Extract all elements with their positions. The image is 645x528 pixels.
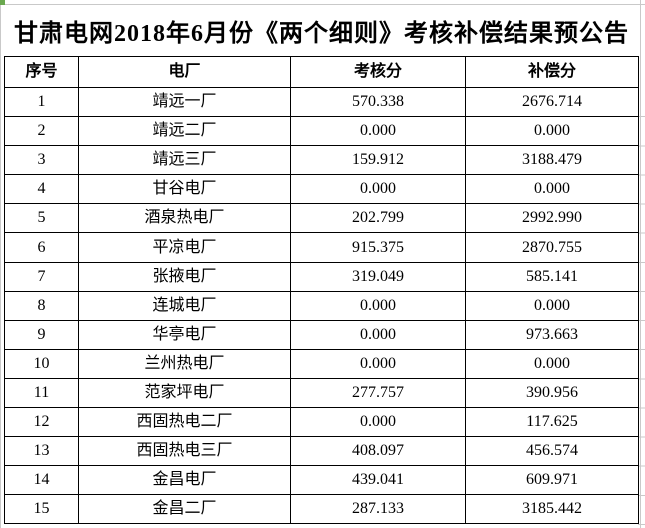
table-body: 1 靖远一厂 570.338 2676.714 2 靖远二厂 0.000 0.000 3 靖远三厂… bbox=[4, 86, 639, 525]
cell-compensation: 117.625 bbox=[465, 407, 639, 438]
cell-compensation: 973.663 bbox=[465, 319, 639, 350]
cell-seq: 15 bbox=[4, 494, 79, 525]
cell-plant: 金昌电厂 bbox=[78, 465, 291, 496]
cell-assessment: 0.000 bbox=[290, 407, 466, 438]
cell-compensation: 3185.442 bbox=[465, 494, 639, 525]
cell-compensation: 585.141 bbox=[465, 261, 639, 292]
cell-assessment: 319.049 bbox=[290, 261, 466, 292]
table-row: 13 西固热电三厂 408.097 456.574 bbox=[4, 436, 639, 467]
gridline-top bbox=[0, 4, 645, 5]
cell-seq: 12 bbox=[4, 407, 79, 438]
cell-plant: 华亭电厂 bbox=[78, 319, 291, 350]
cell-assessment: 915.375 bbox=[290, 232, 466, 263]
table-row: 10 兰州热电厂 0.000 0.000 bbox=[4, 348, 639, 379]
cell-assessment: 0.000 bbox=[290, 174, 466, 205]
cell-plant: 西固热电三厂 bbox=[78, 436, 291, 467]
table-header: 序号 电厂 考核分 补偿分 bbox=[4, 56, 639, 88]
cell-compensation: 3188.479 bbox=[465, 145, 639, 176]
table-row: 1 靖远一厂 570.338 2676.714 bbox=[4, 86, 639, 118]
cell-seq: 8 bbox=[4, 290, 79, 321]
table-row: 4 甘谷电厂 0.000 0.000 bbox=[4, 174, 639, 205]
cell-plant: 兰州热电厂 bbox=[78, 348, 291, 379]
cell-seq: 3 bbox=[4, 145, 79, 176]
cell-compensation: 0.000 bbox=[465, 174, 639, 205]
cell-seq: 1 bbox=[4, 86, 79, 118]
cell-seq: 2 bbox=[4, 116, 79, 147]
table-row: 6 平凉电厂 915.375 2870.755 bbox=[4, 232, 639, 263]
cell-assessment: 439.041 bbox=[290, 465, 466, 496]
cell-assessment: 570.338 bbox=[290, 86, 466, 118]
table-row: 8 连城电厂 0.000 0.000 bbox=[4, 290, 639, 321]
table-row: 15 金昌二厂 287.133 3185.442 bbox=[4, 494, 639, 525]
cell-plant: 靖远三厂 bbox=[78, 145, 291, 176]
cell-assessment: 0.000 bbox=[290, 290, 466, 321]
cell-compensation: 0.000 bbox=[465, 348, 639, 379]
cell-assessment: 159.912 bbox=[290, 145, 466, 176]
table-row: 11 范家坪电厂 277.757 390.956 bbox=[4, 377, 639, 409]
cell-seq: 13 bbox=[4, 436, 79, 467]
table-row: 5 酒泉热电厂 202.799 2992.990 bbox=[4, 203, 639, 234]
cell-seq: 14 bbox=[4, 465, 79, 496]
table-header-row: 序号 电厂 考核分 补偿分 bbox=[4, 56, 639, 88]
cell-compensation: 609.971 bbox=[465, 465, 639, 496]
table-row: 9 华亭电厂 0.000 973.663 bbox=[4, 319, 639, 350]
gridline-left bbox=[0, 0, 1, 528]
table-row: 3 靖远三厂 159.912 3188.479 bbox=[4, 145, 639, 176]
cell-assessment: 408.097 bbox=[290, 436, 466, 467]
cell-compensation: 390.956 bbox=[465, 377, 639, 409]
cell-compensation: 2992.990 bbox=[465, 203, 639, 234]
cell-assessment: 202.799 bbox=[290, 203, 466, 234]
cell-seq: 11 bbox=[4, 377, 79, 409]
header-assessment: 考核分 bbox=[290, 56, 466, 88]
cell-plant: 靖远二厂 bbox=[78, 116, 291, 147]
cell-seq: 4 bbox=[4, 174, 79, 205]
cell-compensation: 2676.714 bbox=[465, 86, 639, 118]
cell-assessment: 277.757 bbox=[290, 377, 466, 409]
gridline-row-ticks bbox=[638, 88, 645, 528]
cell-plant: 酒泉热电厂 bbox=[78, 203, 291, 234]
header-seq: 序号 bbox=[4, 56, 79, 88]
cell-seq: 6 bbox=[4, 232, 79, 263]
cell-assessment: 0.000 bbox=[290, 348, 466, 379]
cell-compensation: 0.000 bbox=[465, 290, 639, 321]
cell-assessment: 0.000 bbox=[290, 116, 466, 147]
cell-seq: 5 bbox=[4, 203, 79, 234]
cell-plant: 金昌二厂 bbox=[78, 494, 291, 525]
table-row: 2 靖远二厂 0.000 0.000 bbox=[4, 116, 639, 147]
corner-accent-square bbox=[0, 0, 5, 5]
cell-seq: 10 bbox=[4, 348, 79, 379]
table-row: 14 金昌电厂 439.041 609.971 bbox=[4, 465, 639, 496]
header-compensation: 补偿分 bbox=[465, 56, 639, 88]
page-title: 甘肃电网2018年6月份《两个细则》考核补偿结果预公告 bbox=[14, 20, 629, 47]
cell-plant: 范家坪电厂 bbox=[78, 377, 291, 409]
results-table: 序号 电厂 考核分 补偿分 1 靖远一厂 570.338 2676.714 2 靖远二厂 0… bbox=[4, 56, 639, 525]
cell-seq: 9 bbox=[4, 319, 79, 350]
cell-plant: 连城电厂 bbox=[78, 290, 291, 321]
cell-assessment: 0.000 bbox=[290, 319, 466, 350]
cell-plant: 靖远一厂 bbox=[78, 86, 291, 118]
table-row: 12 西固热电二厂 0.000 117.625 bbox=[4, 407, 639, 438]
cell-compensation: 456.574 bbox=[465, 436, 639, 467]
table-row: 7 张掖电厂 319.049 585.141 bbox=[4, 261, 639, 292]
cell-compensation: 2870.755 bbox=[465, 232, 639, 263]
cell-compensation: 0.000 bbox=[465, 116, 639, 147]
cell-plant: 平凉电厂 bbox=[78, 232, 291, 263]
cell-assessment: 287.133 bbox=[290, 494, 466, 525]
cell-seq: 7 bbox=[4, 261, 79, 292]
header-plant: 电厂 bbox=[78, 56, 291, 88]
cell-plant: 甘谷电厂 bbox=[78, 174, 291, 205]
cell-plant: 张掖电厂 bbox=[78, 261, 291, 292]
cell-plant: 西固热电二厂 bbox=[78, 407, 291, 438]
